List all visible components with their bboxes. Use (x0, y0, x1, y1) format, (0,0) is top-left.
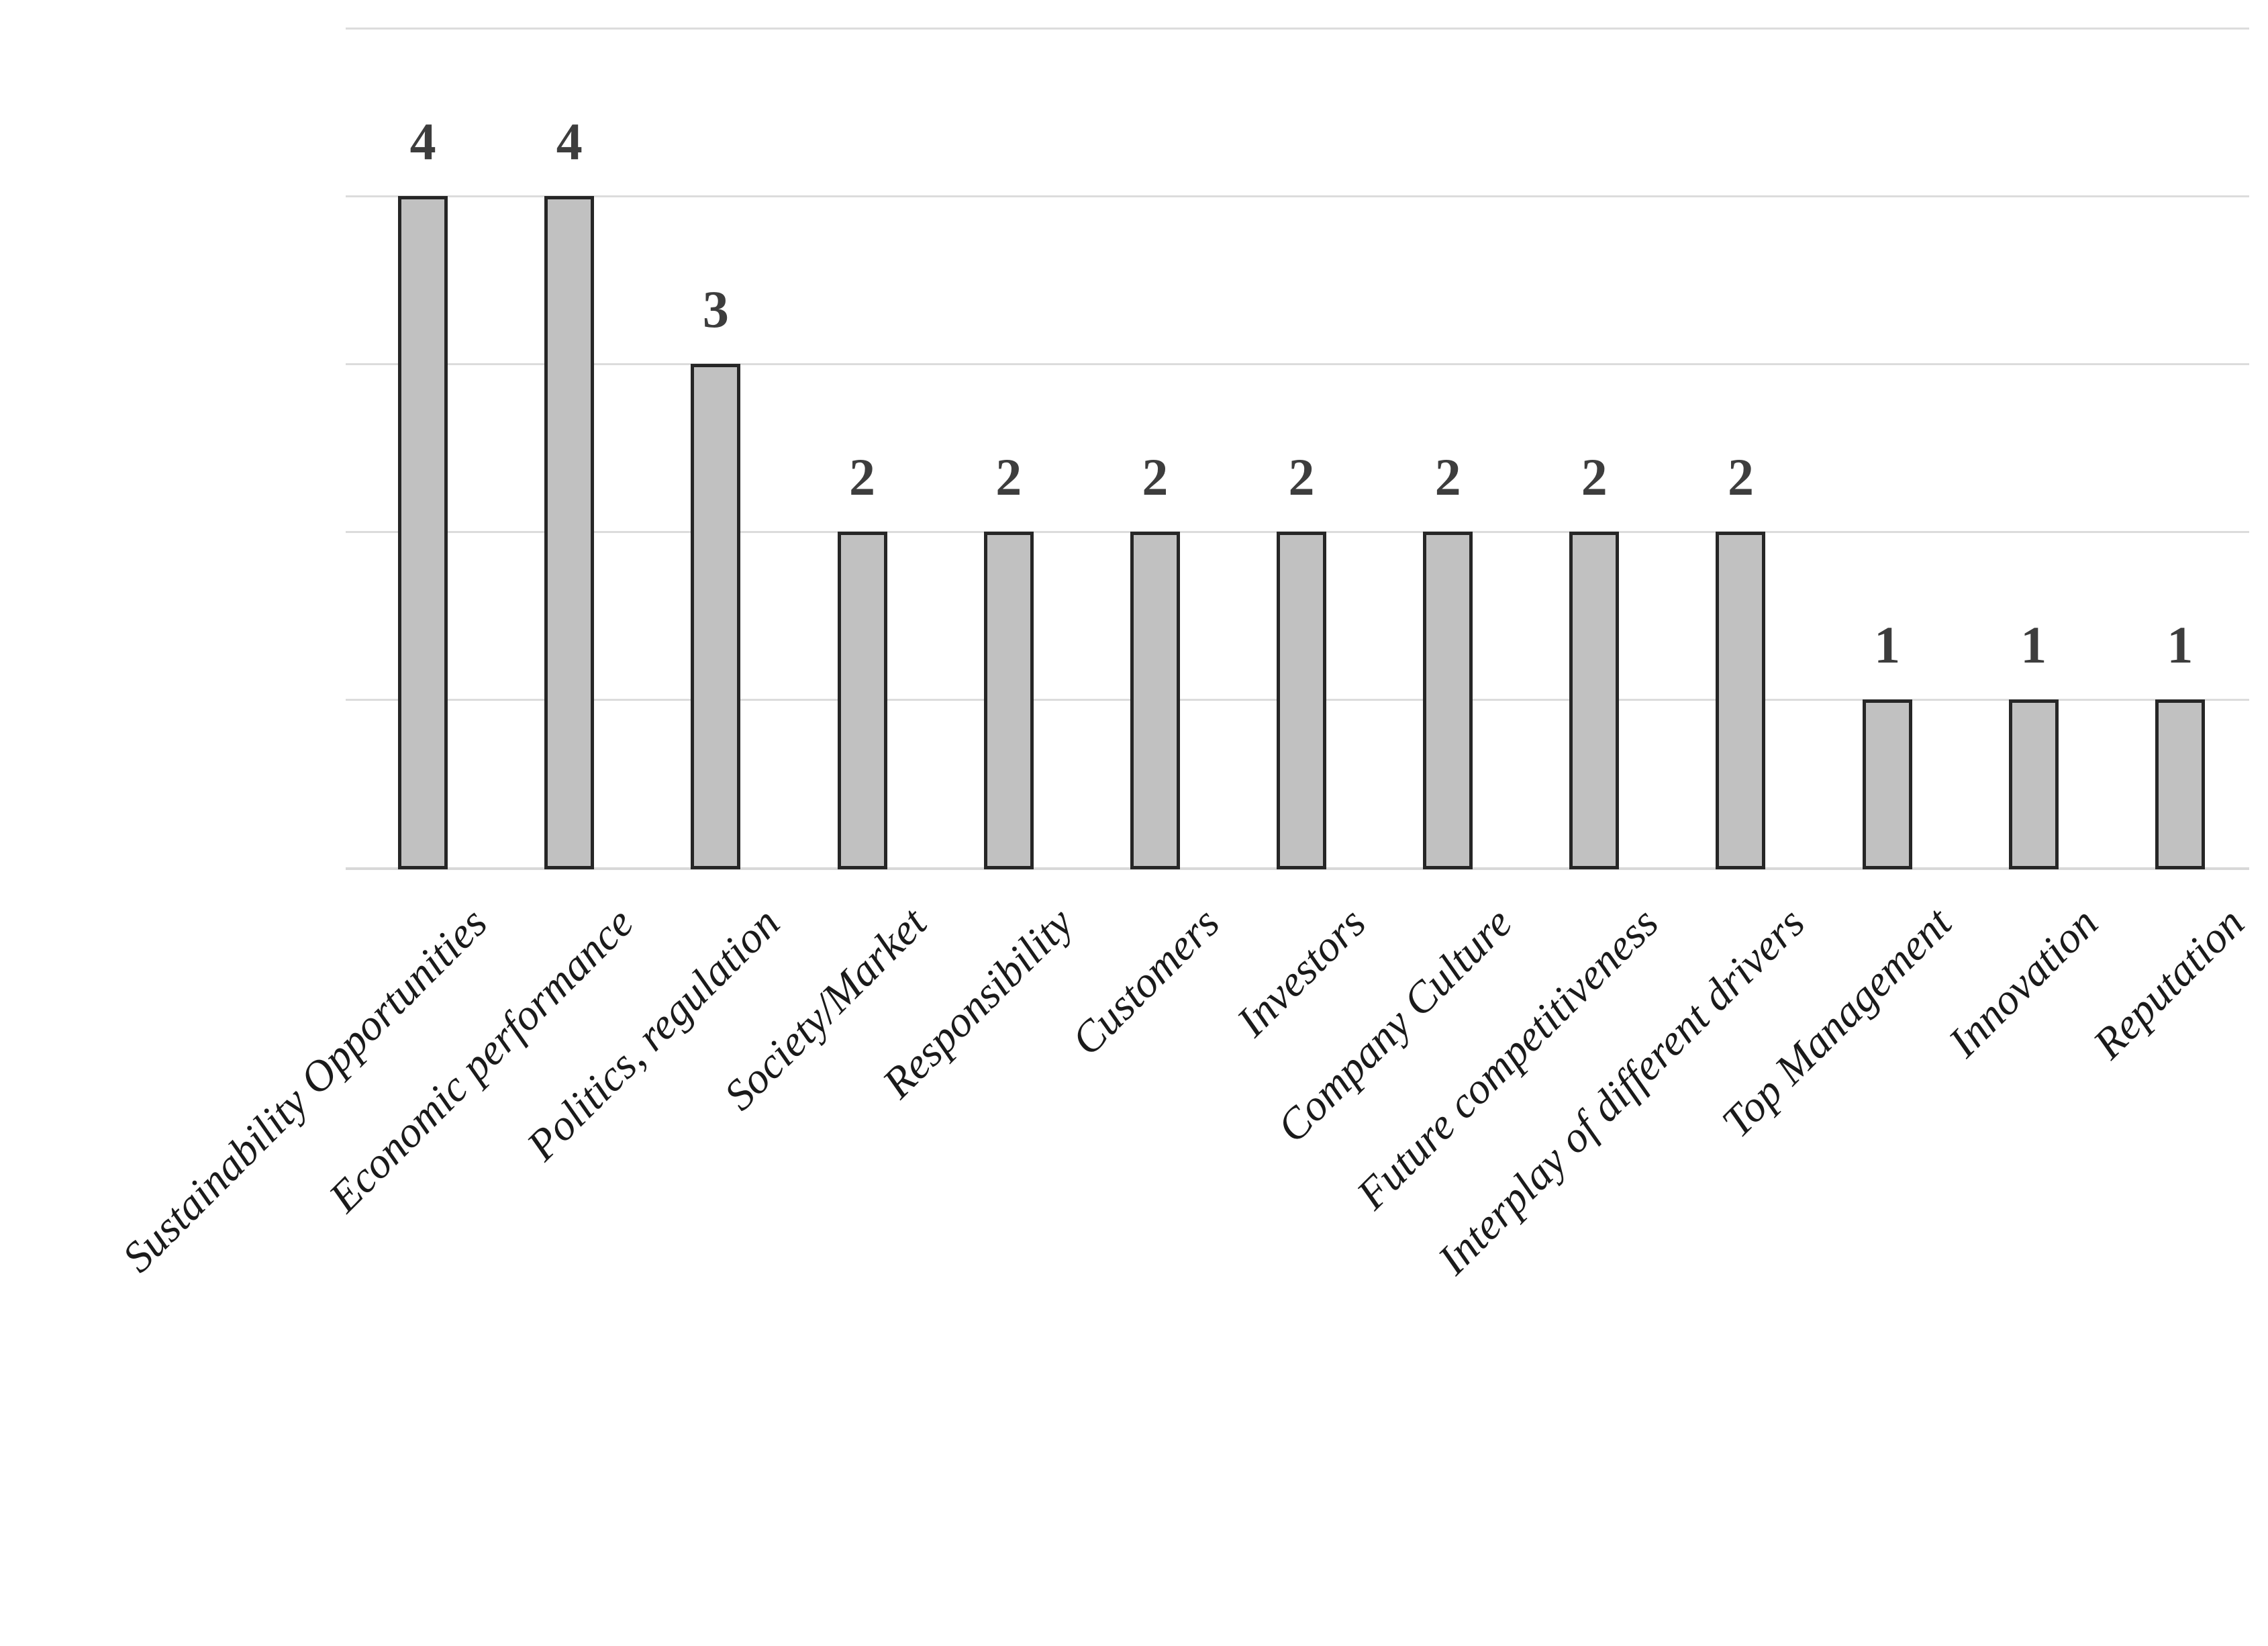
value-label: 4 (409, 112, 436, 171)
value-label: 2 (1434, 448, 1461, 506)
value-label: 1 (2020, 616, 2047, 674)
bar-chart-figure: 4 Sustainability Opportunities 4 Economic p… (113, 28, 2254, 1284)
value-label: 3 (702, 280, 729, 338)
bar (1130, 532, 1180, 869)
bar (398, 196, 448, 869)
bar (1569, 532, 1620, 869)
bar (691, 364, 741, 869)
value-label: 4 (556, 112, 583, 171)
bar (1716, 532, 1766, 869)
value-label: 2 (1727, 448, 1754, 506)
value-label: 2 (995, 448, 1022, 506)
bar (837, 532, 887, 869)
gridline (346, 363, 2249, 365)
bar (2008, 699, 2059, 869)
bar (544, 196, 595, 869)
bar (1423, 532, 1473, 869)
value-label: 1 (2167, 616, 2193, 674)
bar (983, 532, 1034, 869)
value-label: 1 (1874, 616, 1901, 674)
value-label: 2 (1581, 448, 1608, 506)
value-label: 2 (1142, 448, 1169, 506)
value-label: 2 (1288, 448, 1315, 506)
bar (1862, 699, 1912, 869)
value-label: 2 (849, 448, 876, 506)
bar (2155, 699, 2205, 869)
bar (1277, 532, 1326, 869)
gridline (346, 195, 2249, 197)
gridline (346, 28, 2249, 30)
